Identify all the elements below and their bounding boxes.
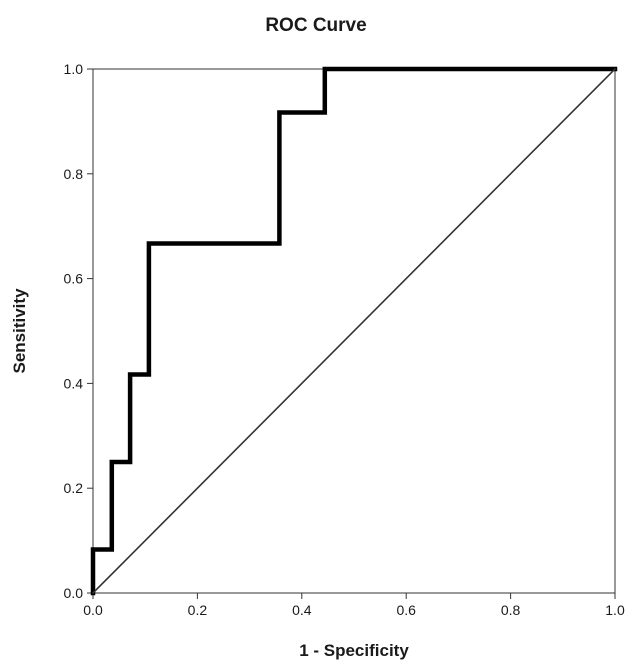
x-tick-label: 1.0 xyxy=(605,602,625,618)
x-axis-label: 1 - Specificity xyxy=(299,641,409,660)
x-tick-label: 0.4 xyxy=(292,602,312,618)
x-tick-label: 0.8 xyxy=(501,602,521,618)
y-tick-label: 0.8 xyxy=(64,166,84,182)
y-tick-label: 0.6 xyxy=(64,271,84,287)
y-axis-ticks: 0.0 0.2 0.4 0.6 0.8 1.0 xyxy=(64,61,93,601)
roc-curve-line xyxy=(90,66,618,596)
x-tick-label: 0.6 xyxy=(396,602,416,618)
y-tick-label: 1.0 xyxy=(64,61,84,77)
x-axis-ticks: 0.0 0.2 0.4 0.6 0.8 1.0 xyxy=(83,593,625,618)
y-axis-label: Sensitivity xyxy=(10,288,29,374)
y-tick-label: 0.0 xyxy=(64,585,84,601)
y-tick-label: 0.4 xyxy=(64,375,84,391)
chart-title: ROC Curve xyxy=(265,15,366,36)
reference-line xyxy=(91,67,617,595)
y-tick-label: 0.2 xyxy=(64,480,84,496)
series-layer xyxy=(90,66,618,596)
x-tick-label: 0.2 xyxy=(188,602,208,618)
x-tick-label: 0.0 xyxy=(83,602,103,618)
